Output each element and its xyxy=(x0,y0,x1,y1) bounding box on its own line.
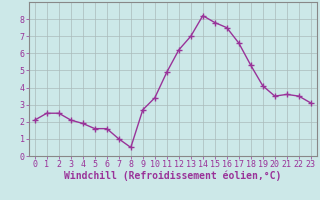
X-axis label: Windchill (Refroidissement éolien,°C): Windchill (Refroidissement éolien,°C) xyxy=(64,171,282,181)
